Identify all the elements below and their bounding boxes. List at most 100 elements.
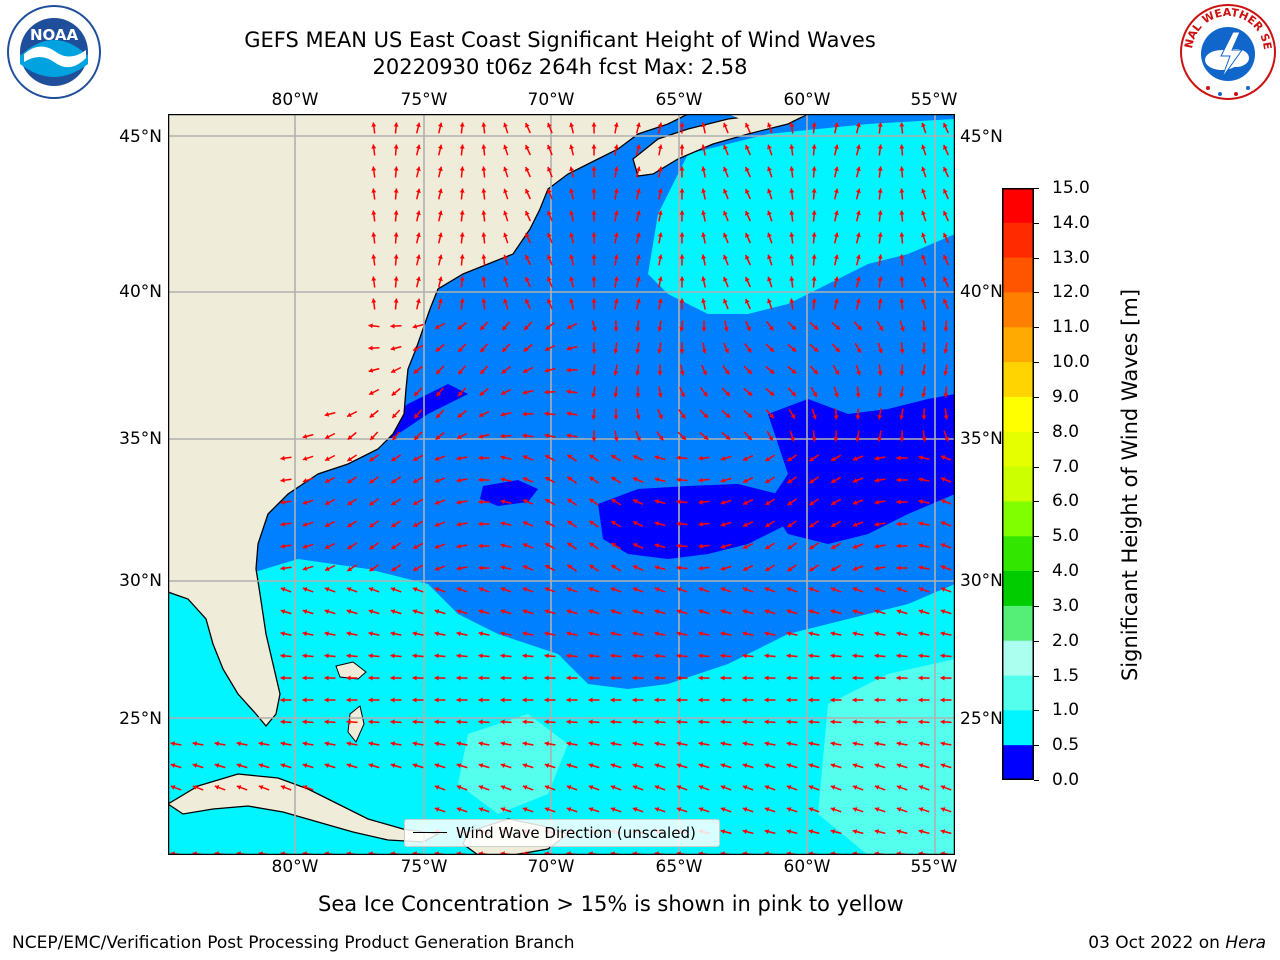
wind-arrow-head [610, 697, 615, 703]
wind-arrow-head [940, 565, 946, 570]
lat-left-35n: 35°N [119, 429, 162, 449]
wind-arrow-head [786, 631, 791, 637]
colorbar-tick-mark [1034, 292, 1039, 294]
wind-arrow-head [280, 521, 285, 527]
wind-arrow-head [943, 299, 948, 304]
wind-arrow-head [434, 631, 439, 637]
wind-arrow-head [790, 414, 795, 419]
wind-arrow-head [900, 326, 905, 332]
wind-arrow-head [302, 434, 308, 439]
wind-arrow-head [676, 697, 681, 703]
wind-arrow-head [679, 349, 685, 354]
wind-arrow-head [525, 211, 530, 216]
wind-arrow-head [742, 807, 748, 812]
wind-arrow-head [413, 346, 418, 351]
wind-arrow-head [611, 499, 616, 504]
colorbar-swatch [1002, 257, 1034, 293]
wind-arrow-head [390, 675, 395, 681]
wind-arrow-head [393, 232, 399, 237]
wind-arrow-head [500, 697, 505, 703]
wind-arrow-head [591, 298, 597, 303]
wind-arrow-head [654, 675, 659, 681]
wind-arrow-head [545, 346, 550, 351]
wind-arrow-head [522, 411, 527, 417]
wind-arrow-head [413, 522, 418, 527]
wind-arrow-head [830, 631, 835, 637]
wind-arrow-head [786, 653, 791, 659]
wind-arrow-head [918, 521, 923, 527]
wind-arrow-head [745, 255, 750, 260]
colorbar-swatch [1002, 222, 1034, 259]
wind-arrow-head [481, 254, 487, 259]
wind-arrow-head [745, 299, 750, 304]
wind-arrow-head [591, 349, 597, 354]
land-bahamas-2 [347, 705, 365, 743]
wind-arrow-head [896, 499, 901, 505]
wind-arrow-head [833, 188, 839, 194]
colorbar-swatches [1002, 188, 1034, 781]
wind-arrow-head [654, 455, 660, 460]
wind-arrow-head [654, 697, 659, 703]
wind-arrow-head [434, 522, 440, 527]
wind-arrow-head [720, 785, 726, 790]
wind-arrow-head [896, 455, 901, 461]
wind-arrow-head [325, 522, 330, 527]
wind-arrow-head [369, 500, 375, 506]
wind-arrow-head [636, 166, 641, 172]
wind-arrow-head [811, 210, 817, 215]
wind-arrow-head [874, 609, 880, 614]
wind-arrow-head [657, 276, 663, 281]
wind-arrow-head [658, 435, 664, 441]
wind-arrow-head [940, 587, 946, 592]
wind-arrow-head [481, 298, 487, 303]
wind-arrow-head [566, 433, 571, 439]
wind-arrow-head [588, 653, 593, 659]
wind-arrow-head [525, 145, 530, 150]
wind-arrow-head [478, 499, 483, 505]
wind-arrow-head [918, 631, 923, 637]
wind-arrow-head [808, 675, 813, 681]
wind-arrow-head [613, 276, 619, 281]
wind-arrow-head [896, 807, 902, 812]
wind-arrow-head [747, 435, 752, 441]
wind-arrow-head [786, 609, 792, 614]
wind-arrow-head [522, 719, 527, 725]
wind-arrow-head [764, 697, 769, 703]
wind-arrow-head [723, 188, 728, 194]
wind-arrow-head [657, 298, 663, 303]
wind-arrow-head [703, 413, 708, 418]
wind-arrow-head [918, 719, 923, 725]
wind-arrow-head [591, 254, 597, 259]
wind-arrow-head [698, 521, 703, 527]
wind-arrow-head [437, 254, 443, 260]
wind-arrow-head [676, 609, 682, 614]
wind-arrow-head [547, 188, 552, 194]
wind-arrow-head [368, 323, 373, 329]
wind-arrow-head [857, 325, 862, 331]
wind-arrow-head [702, 370, 707, 375]
wind-arrow-head [324, 587, 330, 592]
wind-arrow-head [767, 122, 772, 128]
wind-arrow-head [764, 653, 769, 659]
wind-arrow-head [566, 345, 572, 351]
wind-arrow-head [654, 653, 659, 659]
wind-arrow-head [302, 566, 308, 571]
wind-arrow-head [852, 631, 857, 637]
wind-arrow-head [921, 210, 926, 216]
wind-arrow-head [764, 719, 769, 725]
wind-arrow-head [877, 298, 883, 303]
wind-arrow-head [302, 675, 307, 681]
wind-arrow-head [918, 609, 924, 614]
wind-arrow-head [808, 741, 813, 747]
wind-arrow-head [481, 122, 487, 127]
wind-arrow-head [437, 144, 443, 150]
wave-zone-calm-east [768, 394, 955, 544]
wind-arrow-head [613, 232, 619, 237]
wind-arrow-head [500, 477, 506, 483]
wind-arrow-head [943, 211, 948, 216]
wind-arrow-head [657, 166, 663, 171]
wind-arrow-head [591, 415, 597, 420]
wind-arrow-head [698, 631, 703, 637]
wind-arrow-head [852, 587, 858, 592]
wind-arrow-head [589, 454, 595, 460]
